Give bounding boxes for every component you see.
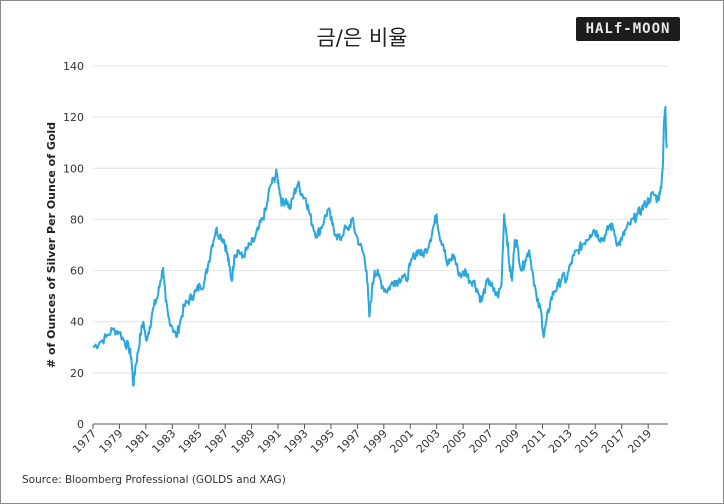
x-tick-label: 1989 <box>229 427 258 456</box>
x-tick-label: 2009 <box>493 427 522 456</box>
x-tick-label: 1983 <box>149 427 178 456</box>
x-tick-label: 1993 <box>282 427 311 456</box>
x-tick-label: 1997 <box>334 427 363 456</box>
y-tick-label: 140 <box>63 60 84 73</box>
x-tick-label: 2001 <box>387 427 416 456</box>
x-tick-label: 1999 <box>361 427 390 456</box>
grid-lines <box>93 65 668 374</box>
x-axis-ticks: 1977197919811983198519871989199119931995… <box>70 424 654 456</box>
x-tick-label: 2011 <box>520 427 549 456</box>
y-tick-label: 40 <box>70 316 84 329</box>
x-tick-label: 1985 <box>176 427 205 456</box>
y-axis-ticks: 0 20 40 60 80 100 120 140 <box>63 60 84 431</box>
x-tick-label: 2019 <box>625 427 654 456</box>
x-tick-label: 1987 <box>202 427 231 456</box>
x-tick-label: 2013 <box>546 427 575 456</box>
x-tick-label: 2007 <box>467 427 496 456</box>
half-moon-logo: HALf-MOON <box>576 17 680 41</box>
x-tick-label: 1991 <box>255 427 284 456</box>
y-axis-label: # of Ounces of Silver Per Ounce of Gold <box>45 122 58 368</box>
y-tick-label: 120 <box>63 111 84 124</box>
y-tick-label: 60 <box>70 265 84 278</box>
ratio-series-line <box>92 105 668 387</box>
x-tick-label: 1979 <box>97 427 126 456</box>
x-tick-label: 2017 <box>599 427 628 456</box>
chart-title: 금/은 비율 <box>316 26 408 50</box>
y-tick-label: 20 <box>70 367 84 380</box>
x-tick-label: 2015 <box>572 427 601 456</box>
y-tick-label: 100 <box>63 162 84 175</box>
x-tick-label: 1977 <box>70 427 99 456</box>
y-tick-label: 0 <box>77 418 84 431</box>
x-tick-label: 2005 <box>440 427 469 456</box>
x-tick-label: 1995 <box>308 427 337 456</box>
source-note: Source: Bloomberg Professional (GOLDS an… <box>22 474 286 486</box>
y-tick-label: 80 <box>70 213 84 226</box>
x-tick-label: 1981 <box>123 427 152 456</box>
x-tick-label: 2003 <box>414 427 443 456</box>
